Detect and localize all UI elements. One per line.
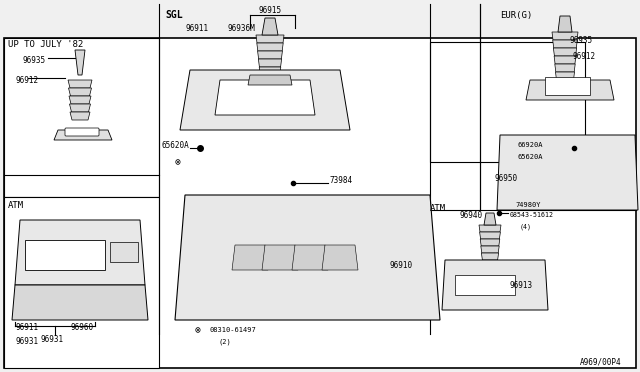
Text: ATM: ATM	[430, 203, 446, 212]
Polygon shape	[180, 70, 350, 130]
Polygon shape	[257, 43, 283, 51]
Text: 96915: 96915	[259, 6, 282, 15]
Polygon shape	[555, 64, 575, 72]
Polygon shape	[232, 245, 268, 270]
Text: UP TO JULY '82: UP TO JULY '82	[8, 39, 83, 48]
Polygon shape	[262, 245, 298, 270]
Text: 73984: 73984	[330, 176, 353, 185]
Polygon shape	[70, 104, 90, 112]
Text: 96940: 96940	[460, 211, 483, 219]
Text: 65620A: 65620A	[162, 141, 189, 150]
Text: 08310-61497: 08310-61497	[210, 327, 257, 333]
Bar	[4, 197, 159, 368]
Text: 96912: 96912	[573, 51, 596, 61]
Polygon shape	[552, 32, 578, 40]
Text: 96935: 96935	[570, 35, 593, 45]
Bar	[4, 38, 159, 197]
Text: 08543-51612: 08543-51612	[510, 212, 554, 218]
Polygon shape	[68, 80, 92, 88]
Text: (2): (2)	[218, 339, 231, 345]
Polygon shape	[54, 130, 112, 140]
Polygon shape	[479, 232, 500, 239]
Polygon shape	[553, 40, 577, 48]
Polygon shape	[69, 96, 91, 104]
Polygon shape	[526, 80, 614, 100]
Text: 96910: 96910	[390, 260, 413, 269]
Polygon shape	[481, 246, 499, 253]
Text: 96931: 96931	[15, 337, 38, 346]
Polygon shape	[260, 75, 280, 83]
Bar	[430, 42, 585, 162]
Polygon shape	[558, 16, 572, 32]
Polygon shape	[484, 213, 496, 225]
Text: 96960: 96960	[70, 324, 93, 333]
Bar	[4, 38, 636, 368]
Bar	[455, 275, 515, 295]
Bar	[545, 77, 590, 95]
Polygon shape	[480, 239, 500, 246]
Polygon shape	[75, 50, 85, 75]
Polygon shape	[554, 48, 577, 56]
Polygon shape	[175, 195, 440, 320]
Polygon shape	[248, 75, 292, 85]
Polygon shape	[556, 72, 575, 80]
Text: ⊗: ⊗	[195, 325, 201, 335]
Text: A969/00P4: A969/00P4	[580, 357, 621, 366]
Text: SGL: SGL	[165, 10, 182, 20]
Polygon shape	[70, 112, 90, 120]
Bar	[25, 240, 105, 270]
Polygon shape	[215, 80, 315, 115]
Polygon shape	[259, 59, 282, 67]
Text: 66920A: 66920A	[518, 142, 543, 148]
Polygon shape	[15, 220, 145, 285]
Text: 65620A: 65620A	[518, 154, 543, 160]
Polygon shape	[257, 51, 282, 59]
Polygon shape	[262, 18, 278, 35]
Polygon shape	[12, 285, 148, 320]
Polygon shape	[479, 225, 501, 232]
Polygon shape	[481, 253, 499, 260]
Polygon shape	[259, 67, 281, 75]
FancyBboxPatch shape	[65, 128, 99, 136]
Text: 96911: 96911	[185, 23, 208, 32]
Text: 96912: 96912	[15, 76, 38, 84]
Text: 74980Y: 74980Y	[515, 202, 541, 208]
Polygon shape	[68, 88, 92, 96]
Text: (4): (4)	[520, 224, 532, 230]
Text: EUR(G): EUR(G)	[500, 10, 532, 19]
Polygon shape	[322, 245, 358, 270]
Text: 96931: 96931	[40, 336, 63, 344]
Text: ⊗: ⊗	[175, 157, 181, 167]
Text: 96936M: 96936M	[228, 23, 256, 32]
Polygon shape	[554, 56, 576, 64]
Polygon shape	[497, 135, 638, 210]
Polygon shape	[256, 35, 284, 43]
Text: 96950: 96950	[495, 173, 518, 183]
Text: ATM: ATM	[8, 201, 24, 209]
Polygon shape	[442, 260, 548, 310]
Polygon shape	[292, 245, 328, 270]
Text: 96935: 96935	[22, 55, 45, 64]
Bar	[110, 242, 138, 262]
Text: 96913: 96913	[510, 280, 533, 289]
Text: 96911: 96911	[15, 324, 38, 333]
